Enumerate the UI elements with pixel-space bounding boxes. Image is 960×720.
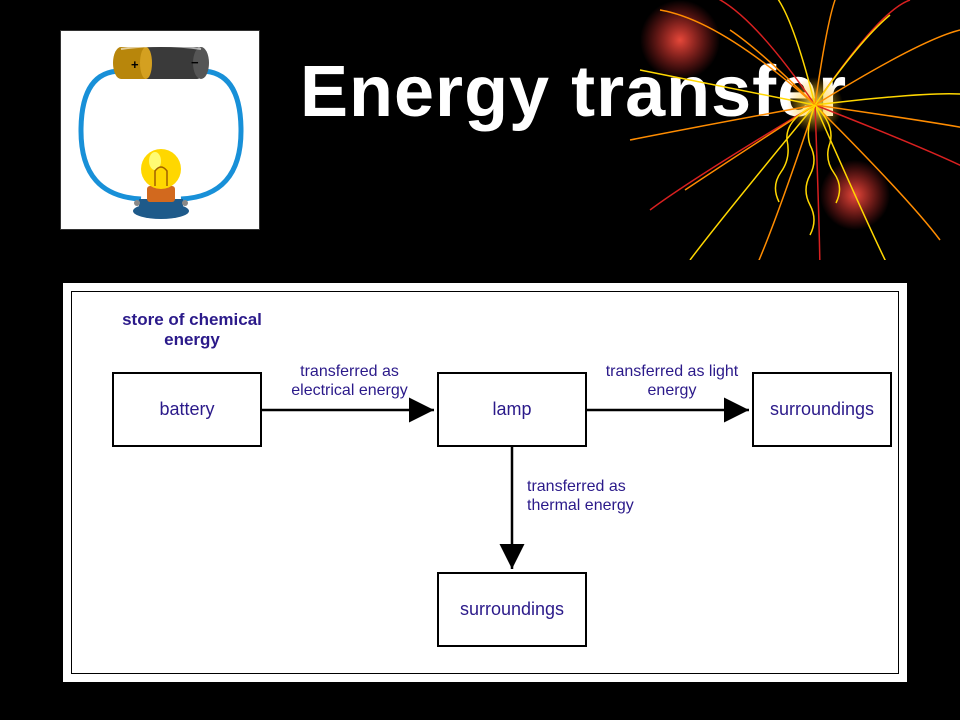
energy-flow-diagram: store of chemical energy battery lamp su… — [60, 280, 910, 685]
svg-text:−: − — [191, 55, 199, 70]
firework-decoration — [620, 0, 960, 260]
circuit-illustration: + − — [60, 30, 260, 230]
header: + − Energy transfer — [0, 0, 960, 260]
diagram-inner: store of chemical energy battery lamp su… — [71, 291, 899, 674]
circuit-icon: + − — [61, 31, 261, 231]
svg-text:+: + — [131, 57, 139, 72]
arrows-icon — [72, 292, 898, 673]
